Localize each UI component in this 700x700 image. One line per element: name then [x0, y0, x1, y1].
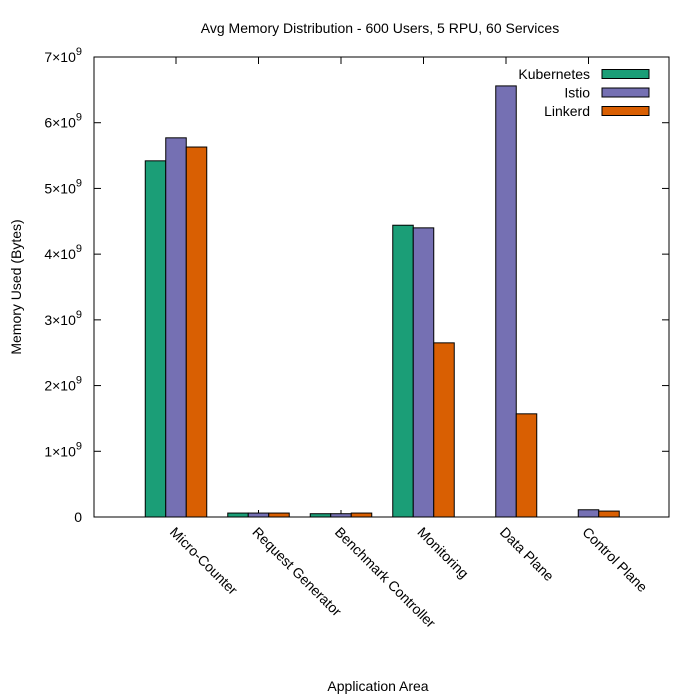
- legend-label: Istio: [564, 85, 590, 101]
- y-tick-mantissa: 3×10: [44, 312, 76, 328]
- y-tick-mantissa: 0: [74, 509, 82, 525]
- x-tick-label: Micro-Counter: [167, 524, 241, 598]
- bar-istio: [495, 85, 517, 518]
- bar-linkerd: [598, 510, 620, 518]
- y-tick-label: 5×109: [44, 177, 82, 196]
- y-tick-mantissa: 2×10: [44, 378, 76, 394]
- y-tick-exponent: 9: [76, 440, 82, 452]
- bar-kubernetes: [392, 224, 414, 518]
- y-tick-exponent: 9: [76, 46, 82, 58]
- y-tick-label: 2×109: [44, 375, 82, 394]
- axis-ticks: 01×1092×1093×1094×1095×1096×1097×109Micr…: [44, 46, 669, 631]
- y-tick-mantissa: 4×10: [44, 246, 76, 262]
- y-tick-label: 3×109: [44, 309, 82, 328]
- y-tick-exponent: 9: [76, 243, 82, 255]
- bar-linkerd: [268, 512, 290, 518]
- bar-linkerd: [350, 512, 373, 518]
- y-tick-mantissa: 6×10: [44, 115, 76, 131]
- legend-label: Kubernetes: [518, 66, 590, 82]
- bar-kubernetes: [144, 160, 167, 518]
- x-tick-label: Request Generator: [249, 524, 345, 620]
- y-tick-exponent: 9: [76, 112, 82, 124]
- y-tick-exponent: 9: [76, 309, 82, 321]
- x-tick-label: Data Plane: [497, 524, 557, 584]
- y-tick-exponent: 9: [76, 177, 82, 189]
- legend-swatch: [601, 87, 650, 98]
- y-tick-mantissa: 7×10: [44, 49, 76, 65]
- y-tick-label: 4×109: [44, 243, 82, 262]
- y-tick-exponent: 9: [76, 375, 82, 387]
- legend-swatch: [601, 69, 650, 79]
- bar-linkerd: [185, 146, 208, 518]
- bar-istio: [165, 137, 187, 518]
- y-tick-label: 6×109: [44, 112, 82, 131]
- bar-linkerd: [515, 413, 538, 518]
- y-tick-mantissa: 1×10: [44, 443, 76, 459]
- legend-label: Linkerd: [544, 103, 590, 119]
- legend-swatch: [601, 106, 650, 116]
- legend: Kubernetes Istio Linkerd: [518, 66, 650, 119]
- plot-frame: [93, 56, 670, 518]
- bar-istio: [577, 509, 600, 518]
- x-tick-label: Control Plane: [579, 524, 650, 595]
- bar-istio: [412, 227, 435, 518]
- bar-istio: [247, 512, 270, 518]
- x-axis-label: Application Area: [327, 678, 428, 694]
- x-tick-label: Monitoring: [414, 524, 472, 582]
- y-tick-label: 7×109: [44, 46, 82, 65]
- y-tick-label: 0: [74, 509, 82, 525]
- y-tick-label: 1×109: [44, 440, 82, 459]
- chart-title: Avg Memory Distribution - 600 Users, 5 R…: [201, 20, 559, 36]
- bar-linkerd: [433, 342, 455, 518]
- bar-kubernetes: [227, 512, 249, 518]
- y-axis-label: Memory Used (Bytes): [8, 219, 24, 354]
- bars: [144, 85, 620, 518]
- y-tick-mantissa: 5×10: [44, 180, 76, 196]
